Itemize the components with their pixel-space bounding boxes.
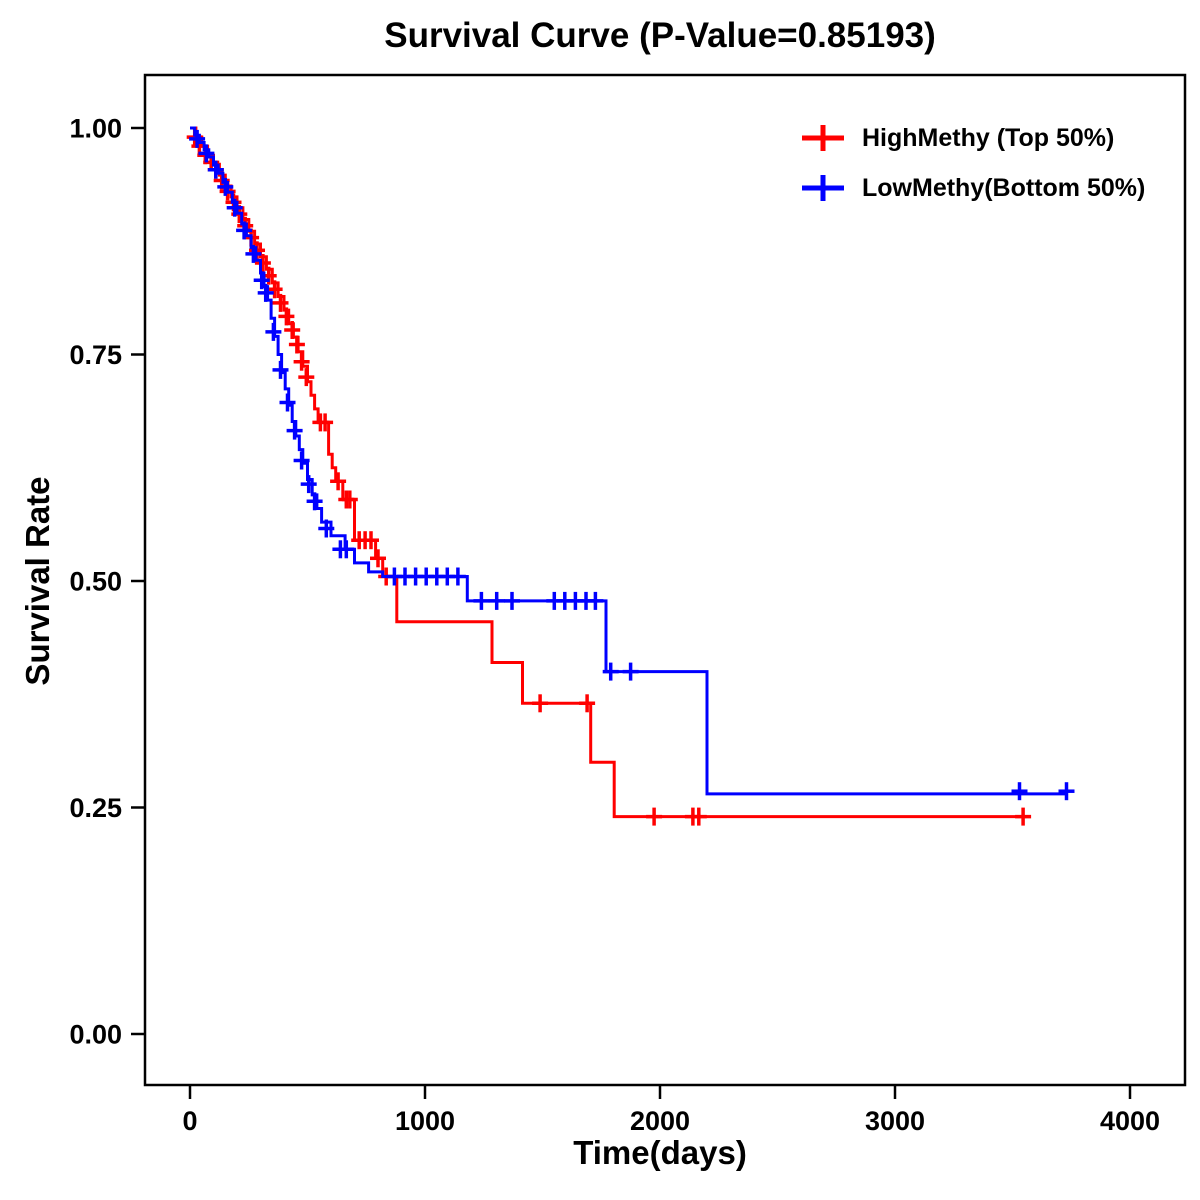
legend-item-lowmethy: LowMethy(Bottom 50%) [800, 168, 1145, 208]
y-tick-label: 0.75 [69, 340, 122, 370]
x-axis-label: Time(days) [573, 1134, 747, 1171]
legend: HighMethy (Top 50%) LowMethy(Bottom 50%) [800, 118, 1145, 218]
y-tick-label: 0.50 [69, 567, 122, 597]
chart-title: Survival Curve (P-Value=0.85193) [384, 16, 936, 55]
highmethy-curve [190, 126, 1027, 819]
y-tick-label: 0.25 [69, 793, 122, 823]
plot-frame [143, 73, 1187, 1087]
lowmethy-cross-icon [802, 175, 844, 201]
y-tick-label: 1.00 [69, 114, 122, 144]
x-tick-label: 4000 [1100, 1106, 1160, 1136]
x-tick-label: 2000 [630, 1106, 690, 1136]
highmethy-cross-icon [802, 125, 844, 151]
y-tick-label: 0.00 [69, 1020, 122, 1050]
lowmethy-curve [190, 126, 1067, 796]
x-tick-label: 3000 [865, 1106, 925, 1136]
legend-item-highmethy: HighMethy (Top 50%) [800, 118, 1145, 158]
x-tick-label: 1000 [395, 1106, 455, 1136]
x-tick-label: 0 [182, 1106, 197, 1136]
legend-label-highmethy: HighMethy (Top 50%) [862, 123, 1115, 152]
legend-label-lowmethy: LowMethy(Bottom 50%) [862, 173, 1146, 202]
